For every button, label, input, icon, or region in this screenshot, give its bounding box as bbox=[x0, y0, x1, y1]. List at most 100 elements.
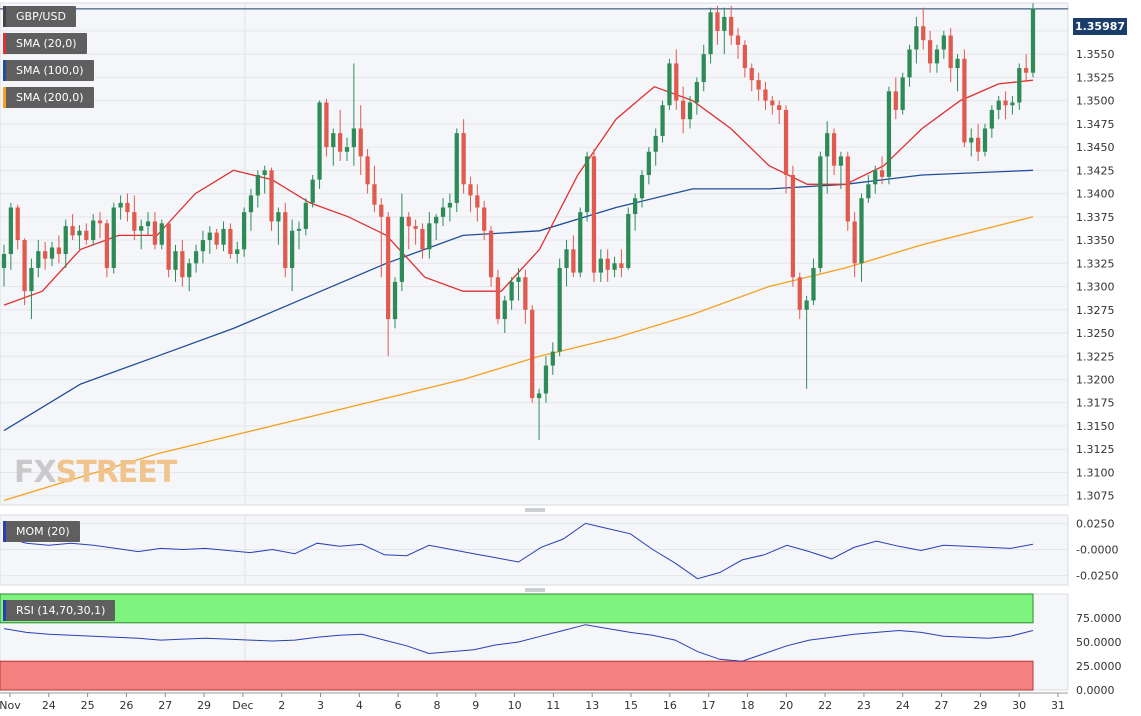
candle[interactable] bbox=[248, 188, 254, 231]
legend-mom[interactable]: MOM (20) bbox=[3, 521, 80, 542]
legend-sma100[interactable]: SMA (100,0) bbox=[3, 60, 94, 81]
candle[interactable] bbox=[440, 198, 446, 227]
candle[interactable] bbox=[564, 240, 569, 287]
candle[interactable] bbox=[1003, 91, 1008, 120]
candle[interactable] bbox=[461, 119, 466, 194]
candle[interactable] bbox=[536, 388, 542, 440]
candle[interactable] bbox=[77, 225, 82, 250]
candle[interactable] bbox=[228, 223, 233, 259]
candle[interactable] bbox=[180, 240, 185, 287]
candle[interactable] bbox=[543, 356, 549, 403]
candle[interactable] bbox=[914, 16, 919, 64]
candle[interactable] bbox=[125, 193, 130, 222]
candle[interactable] bbox=[221, 221, 226, 252]
candle[interactable] bbox=[255, 170, 260, 208]
candle[interactable] bbox=[502, 295, 507, 334]
candle[interactable] bbox=[653, 128, 658, 166]
candle[interactable] bbox=[104, 219, 110, 278]
candle[interactable] bbox=[866, 174, 871, 203]
candle[interactable] bbox=[735, 28, 741, 59]
candle[interactable] bbox=[763, 82, 768, 110]
candle[interactable] bbox=[873, 165, 878, 194]
candle[interactable] bbox=[749, 63, 754, 92]
candle[interactable] bbox=[56, 235, 62, 264]
candle[interactable] bbox=[516, 267, 521, 301]
candle[interactable] bbox=[15, 204, 20, 250]
candle[interactable] bbox=[969, 128, 974, 157]
candle[interactable] bbox=[468, 176, 473, 213]
candle[interactable] bbox=[948, 28, 953, 83]
candle[interactable] bbox=[413, 219, 418, 245]
candle[interactable] bbox=[475, 184, 480, 222]
candle[interactable] bbox=[509, 277, 514, 310]
candle[interactable] bbox=[29, 258, 34, 320]
candle[interactable] bbox=[399, 193, 405, 292]
candle[interactable] bbox=[530, 305, 535, 403]
candle[interactable] bbox=[331, 128, 336, 166]
candle[interactable] bbox=[523, 269, 528, 324]
candle[interactable] bbox=[488, 226, 494, 287]
candles[interactable] bbox=[1, 3, 1036, 440]
candle[interactable] bbox=[139, 219, 144, 250]
candle[interactable] bbox=[893, 77, 898, 120]
candle[interactable] bbox=[852, 212, 857, 278]
candle[interactable] bbox=[838, 151, 844, 189]
candle[interactable] bbox=[200, 230, 206, 264]
candle[interactable] bbox=[235, 241, 240, 264]
legend-symbol[interactable]: GBP/USD bbox=[3, 6, 76, 27]
candle[interactable] bbox=[132, 195, 137, 241]
candle[interactable] bbox=[605, 249, 610, 282]
candle[interactable] bbox=[91, 214, 96, 246]
candle[interactable] bbox=[681, 86, 686, 134]
legend-rsi[interactable]: RSI (14,70,30,1) bbox=[3, 600, 116, 621]
candle[interactable] bbox=[934, 44, 940, 73]
candle[interactable] bbox=[578, 207, 583, 278]
candle[interactable] bbox=[166, 221, 171, 278]
candle[interactable] bbox=[941, 30, 946, 59]
candle[interactable] bbox=[159, 219, 164, 250]
candle[interactable] bbox=[207, 226, 212, 254]
candle[interactable] bbox=[687, 95, 693, 129]
candle[interactable] bbox=[646, 147, 651, 185]
candle[interactable] bbox=[1030, 3, 1036, 78]
candle[interactable] bbox=[612, 256, 617, 278]
candle[interactable] bbox=[118, 195, 123, 220]
candle[interactable] bbox=[770, 95, 775, 115]
candle[interactable] bbox=[783, 105, 789, 194]
candle[interactable] bbox=[193, 244, 199, 273]
candle[interactable] bbox=[811, 258, 816, 306]
candle[interactable] bbox=[1017, 63, 1022, 110]
candle[interactable] bbox=[715, 5, 720, 45]
candle[interactable] bbox=[241, 207, 247, 257]
candle[interactable] bbox=[591, 148, 597, 282]
legend-sma200[interactable]: SMA (200,0) bbox=[3, 87, 94, 108]
candle[interactable] bbox=[790, 165, 796, 287]
candle[interactable] bbox=[667, 58, 672, 110]
candle[interactable] bbox=[262, 165, 267, 194]
candle[interactable] bbox=[632, 193, 638, 231]
candle[interactable] bbox=[701, 44, 706, 92]
candle[interactable] bbox=[804, 295, 809, 389]
candle[interactable] bbox=[49, 241, 55, 267]
candle[interactable] bbox=[97, 212, 103, 239]
candle[interactable] bbox=[797, 272, 802, 320]
candle[interactable] bbox=[996, 95, 1001, 120]
candle[interactable] bbox=[831, 128, 837, 175]
candle[interactable] bbox=[975, 123, 981, 162]
candle[interactable] bbox=[454, 128, 459, 213]
candle[interactable] bbox=[289, 219, 295, 292]
candle[interactable] bbox=[344, 137, 350, 162]
candle[interactable] bbox=[674, 49, 679, 110]
candle[interactable] bbox=[989, 105, 994, 138]
candle[interactable] bbox=[1024, 54, 1029, 83]
candle[interactable] bbox=[742, 40, 748, 78]
candle[interactable] bbox=[145, 212, 151, 236]
candle[interactable] bbox=[1, 244, 7, 287]
candle[interactable] bbox=[372, 165, 377, 213]
candle[interactable] bbox=[427, 212, 432, 259]
candle[interactable] bbox=[818, 151, 823, 273]
candle[interactable] bbox=[173, 244, 178, 282]
candle[interactable] bbox=[70, 214, 75, 241]
candle[interactable] bbox=[420, 223, 425, 259]
